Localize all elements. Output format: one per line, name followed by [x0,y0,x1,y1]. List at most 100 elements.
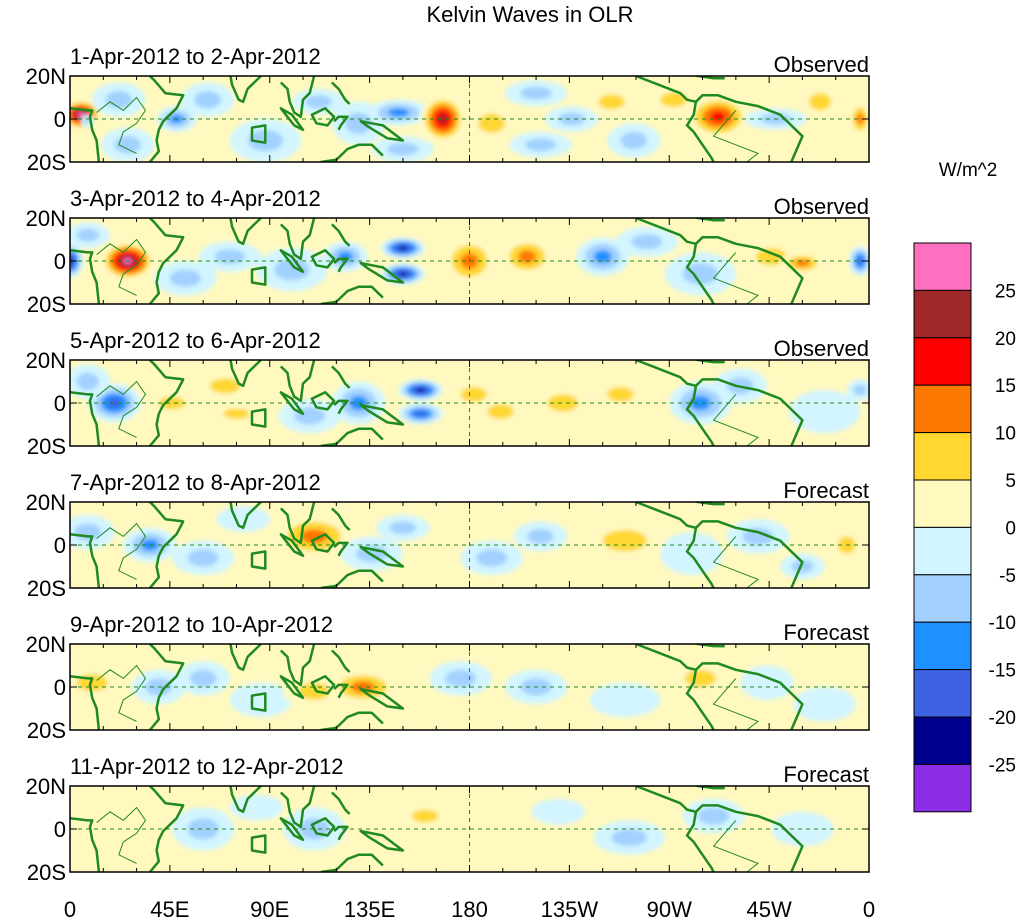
coastline-borneo [310,249,336,269]
border-south-america [712,252,760,304]
anomaly-contour [602,529,648,552]
anomaly-contour [158,396,186,410]
anomaly-contour [478,113,506,133]
border-africa [96,806,147,864]
coastline-sumatra [279,675,305,700]
y-tick-label: 0 [54,249,66,274]
coastline-borneo [310,675,336,695]
coastline-americas-north [635,360,804,446]
panel-date-range: 9-Apr-2012 to 10-Apr-2012 [70,612,333,637]
coastline-india [229,76,262,104]
anomaly-contour [682,263,719,285]
anomaly-contour [689,395,711,411]
coastline-southeast-asia [279,360,316,403]
anomaly-contour [607,386,634,402]
coastline-caribbean [693,218,725,222]
x-tick-label: 45E [150,897,189,920]
anomaly-contour [589,682,661,718]
panel-date-range: 1-Apr-2012 to 2-Apr-2012 [70,44,321,69]
coastline-sumatra [279,817,305,842]
coastline-americas-west [685,101,715,162]
y-tick-label: 0 [54,533,66,558]
panel: 20N 0 20S 9-Apr-2012 to 10-Apr-2012 Forecast [26,612,870,743]
anomaly-contour [789,390,861,434]
coastline-borneo [310,533,336,553]
coastline-island [250,408,267,428]
colorbar-swatch [913,432,972,481]
colorbar-tick-label: 10 [995,424,1016,445]
anomaly-contour [209,378,241,394]
coastline-africa-east [148,786,185,872]
anomaly-contour [631,234,663,250]
y-tick-label: 20S [27,576,66,601]
colorbar-swatch [913,242,972,291]
coastline-sulawesi [333,825,349,841]
anomaly-contour [476,549,508,567]
coastline-australia [320,427,384,446]
anomaly-contour [87,811,142,847]
coastline-new-guinea [359,261,405,284]
anomaly-contour [620,131,648,150]
coastline-africa-east [148,644,185,730]
anomaly-contour [169,269,201,287]
coastline-new-guinea [359,829,405,852]
panel-status-label: Observed [774,194,869,219]
anomaly-contour [216,506,270,533]
border-south-america [712,394,760,446]
panel-status-label: Forecast [783,478,869,503]
y-tick-label: 0 [54,107,66,132]
anomaly-contour [660,532,723,576]
panel: 20N 0 20S 7-Apr-2012 to 8-Apr-2012 Forecast [26,470,870,601]
border-south-america [712,678,760,730]
anomaly-contour [524,138,557,152]
anomaly-contour [76,372,99,391]
anomaly-contour [274,258,310,281]
coastline-island [250,692,267,712]
coastline-americas-west [685,385,715,446]
border-africa [96,380,147,438]
anomaly-contour [857,257,863,265]
y-tick-label: 20N [26,206,66,231]
coastline-india [229,360,262,388]
x-tick-label: 0 [64,897,76,920]
anomaly-contour [853,384,867,396]
y-tick-label: 20N [26,490,66,515]
coastline-americas-north [635,218,804,304]
anomaly-contour [398,245,408,251]
panel-status-label: Observed [774,336,869,361]
anomaly-contour [793,687,856,722]
border-south-america [712,536,760,588]
anomaly-contour [187,818,219,840]
coastline-sumatra [279,391,305,416]
panel-status-label: Forecast [783,620,869,645]
panel-status-label: Observed [774,52,869,77]
anomaly-contour [698,807,730,825]
colorbar-tick-label: -25 [989,755,1016,776]
anomaly-contour [809,93,832,111]
coastline-caribbean [693,644,725,648]
coastline-philippines [331,81,351,105]
colorbar-swatch [913,384,972,434]
coastline-sulawesi [333,115,349,131]
border-africa [96,522,147,580]
anomaly-contour [387,142,419,156]
y-tick-label: 0 [54,391,66,416]
coastline-americas-west [685,527,715,588]
anomaly-contour [742,527,774,546]
y-tick-label: 20S [27,860,66,885]
anomaly-contour [518,250,537,264]
coastline-india [229,644,262,672]
anomaly-contour [411,809,439,823]
coastline-americas-north [635,502,804,588]
y-tick-label: 20S [27,718,66,743]
coastline-caribbean [693,786,725,790]
coastline-borneo [310,391,336,411]
coastline-sulawesi [333,683,349,699]
anomaly-contour [460,386,488,402]
anomaly-contour [300,529,328,544]
coastline-australia [320,711,384,730]
anomaly-contour [445,669,477,688]
coastline-australia [320,285,384,304]
coastline-philippines [331,507,351,531]
